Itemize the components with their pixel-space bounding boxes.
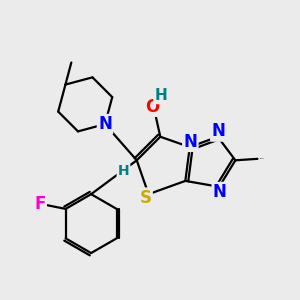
Text: N: N <box>212 122 225 140</box>
Text: N: N <box>98 115 112 133</box>
Text: N: N <box>213 183 227 201</box>
Text: methyl: methyl <box>260 158 265 160</box>
Text: H: H <box>118 164 129 178</box>
Text: N: N <box>183 133 197 151</box>
Text: H: H <box>154 88 167 103</box>
Text: O: O <box>145 98 159 116</box>
Text: S: S <box>140 189 152 207</box>
Text: F: F <box>34 196 46 214</box>
